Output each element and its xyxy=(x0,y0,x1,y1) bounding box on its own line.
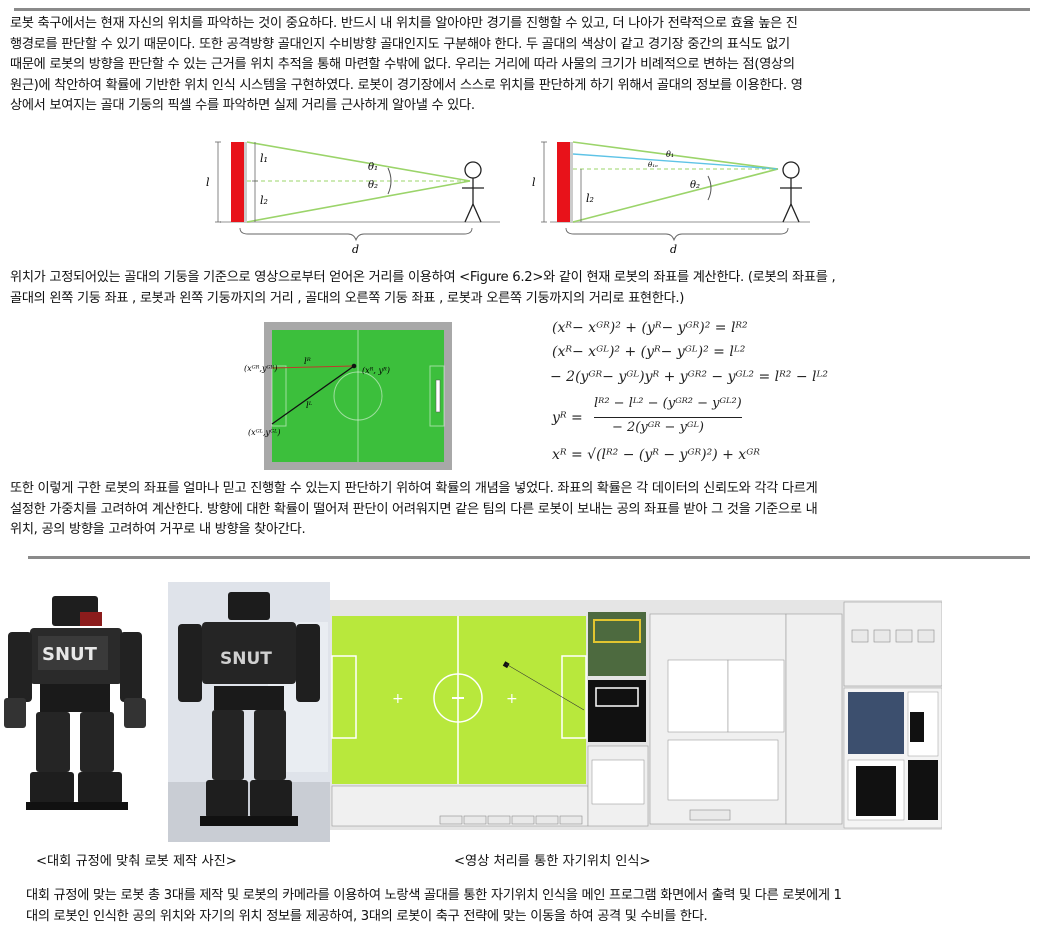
localization-software-screenshot: + + xyxy=(330,600,942,830)
caption-robot-build: <대회 규정에 맞춰 로봇 제작 사진> xyxy=(36,854,237,869)
label-lR: lᴿ xyxy=(304,357,311,367)
svg-text:SNUT: SNUT xyxy=(220,649,272,669)
label-theta-sub: θ₁ₒ xyxy=(648,161,658,169)
label-theta2: θ₂ xyxy=(368,180,378,191)
equation-2: (xᴿ− xᴳᴸ)² + (yᴿ− yᴳᴸ)² = lᴸ² xyxy=(552,344,746,360)
robot-photo-image: SNUT xyxy=(168,582,330,842)
svg-text:+: + xyxy=(392,691,404,707)
caption-self-localization: <영상 처리를 통한 자기위치 인식> xyxy=(454,854,651,869)
robot-render-image: SNUT xyxy=(0,588,168,820)
label-l: l xyxy=(206,176,210,189)
summary-paragraph: 대회 규정에 맞는 로봇 총 3대를 제작 및 로봇의 카메라를 이용하여 노랑… xyxy=(26,888,842,924)
label-lL: lᴸ xyxy=(306,401,313,411)
equation-1: (xᴿ− xᴳᴿ)² + (yᴿ− yᴳᴿ)² = lᴿ² xyxy=(552,320,748,336)
label-d: d xyxy=(670,243,677,256)
label-goal-right: (xᴳᴿ,yᴳᴿ) xyxy=(244,364,277,373)
field-coordinate-diagram: lᴿ lᴸ (xᴳᴿ,yᴳᴿ) (xᴿ, yᴿ) (xᴳᴸ,yᴳᴸ) xyxy=(244,322,452,470)
goal-distance-diagram-1: l l₁ l₂ θ₁ θ₂ d xyxy=(206,141,500,256)
label-d: d xyxy=(352,243,359,256)
label-theta1: θ₁ xyxy=(368,162,378,173)
label-l2: l₂ xyxy=(586,192,594,205)
label-theta2: θ₂ xyxy=(690,180,700,191)
equation-4-numerator: lᴿ² − lᴸ² − (yᴳᴿ² − yᴳᴸ²) xyxy=(594,396,742,411)
robot-logo-text: SNUT xyxy=(42,644,98,665)
label-l1: l₁ xyxy=(260,152,268,165)
position-paragraph: 위치가 고정되어있는 골대의 기둥을 기준으로 영상으로부터 얻어온 거리를 이… xyxy=(10,270,836,306)
goal-distance-diagram-2: l l₂ θ₁ θ₁ₒ θ₂ d xyxy=(532,141,810,256)
equation-4-denominator: − 2(yᴳᴿ − yᴳᴸ) xyxy=(612,420,704,435)
label-robot: (xᴿ, yᴿ) xyxy=(362,366,390,375)
equation-3: − 2(yᴳᴿ− yᴳᴸ)yᴿ + yᴳᴿ² − yᴳᴸ² = lᴿ² − lᴸ… xyxy=(550,369,828,385)
top-rule xyxy=(14,8,1030,11)
intro-paragraph: 로봇 축구에서는 현재 자신의 위치를 파악하는 것이 중요하다. 반드시 내 … xyxy=(10,16,803,113)
equation-5: xᴿ = √(lᴿ² − (yᴿ − yᴳᴿ)²) + xᴳᴿ xyxy=(552,447,760,463)
middle-rule xyxy=(28,556,1030,559)
probability-paragraph: 또한 이렇게 구한 로봇의 좌표를 얼마나 믿고 진행할 수 있는지 판단하기 … xyxy=(10,481,818,537)
label-goal-left: (xᴳᴸ,yᴳᴸ) xyxy=(248,428,281,437)
equation-4-fraction-bar xyxy=(594,417,742,418)
equation-4-lhs: yᴿ = xyxy=(552,410,583,426)
label-l2: l₂ xyxy=(260,194,268,207)
svg-text:+: + xyxy=(506,691,518,707)
label-l: l xyxy=(532,176,536,189)
label-theta1: θ₁ xyxy=(666,150,674,159)
